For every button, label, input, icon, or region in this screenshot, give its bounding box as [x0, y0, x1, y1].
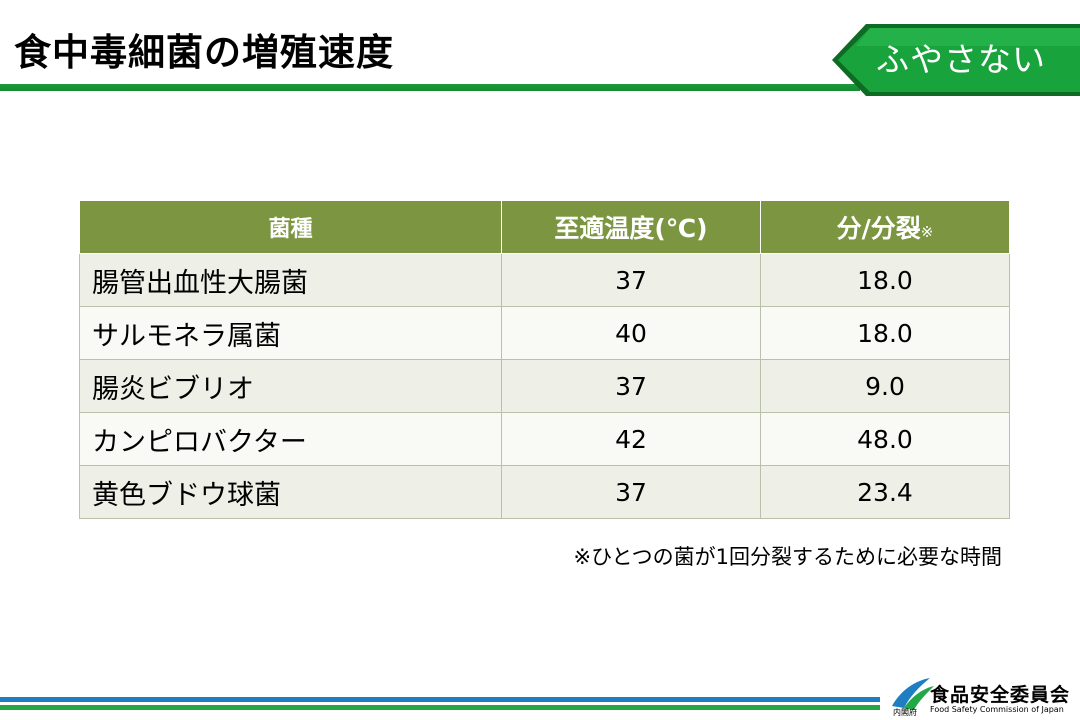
rate-cell: 23.4 — [760, 465, 1010, 519]
species-cell: サルモネラ属菌 — [79, 306, 502, 360]
rate-cell: 9.0 — [760, 359, 1010, 413]
table-row: 腸炎ビブリオ 37 9.0 — [79, 359, 1010, 413]
table-row: 腸管出血性大腸菌 37 18.0 — [79, 253, 1010, 307]
page-title: 食中毒細菌の増殖速度 — [14, 31, 394, 74]
footnote: ※ひとつの菌が1回分裂するために必要な時間 — [573, 545, 1003, 569]
header-footnote-mark: ※ — [920, 223, 934, 241]
species-cell: 腸管出血性大腸菌 — [79, 253, 502, 307]
species-cell: カンピロバクター — [79, 412, 502, 466]
cabinet-office-label: 内閣府 — [893, 708, 917, 717]
bacteria-growth-table: 菌種 至適温度(℃) 分/分裂※ 腸管出血性大腸菌 37 18.0 サルモネラ属… — [79, 200, 1010, 519]
table-row: サルモネラ属菌 40 18.0 — [79, 306, 1010, 360]
footer-blue-stripe — [0, 697, 880, 702]
header-optimal-temp: 至適温度(℃) — [501, 200, 761, 254]
badge-arrow-shape — [832, 24, 1080, 96]
rate-cell: 18.0 — [760, 306, 1010, 360]
organization-english-name: Food Safety Commission of Japan — [930, 705, 1064, 714]
species-cell: 黄色ブドウ球菌 — [79, 465, 502, 519]
temp-cell: 40 — [501, 306, 761, 360]
table-row: 黄色ブドウ球菌 37 23.4 — [79, 465, 1010, 519]
rate-cell: 18.0 — [760, 253, 1010, 307]
temp-cell: 42 — [501, 412, 761, 466]
badge-label: ふやさない — [876, 40, 1046, 79]
temp-cell: 37 — [501, 253, 761, 307]
footer-green-stripe — [0, 705, 880, 710]
header-division-time: 分/分裂※ — [760, 200, 1010, 254]
temp-cell: 37 — [501, 359, 761, 413]
temp-cell: 37 — [501, 465, 761, 519]
organization-name: 食品安全委員会 — [930, 684, 1071, 706]
table-header-row: 菌種 至適温度(℃) 分/分裂※ — [79, 200, 1010, 254]
header-division-time-label: 分/分裂 — [836, 214, 921, 243]
species-cell: 腸炎ビブリオ — [79, 359, 502, 413]
fsc-logo-icon — [892, 678, 934, 710]
category-badge: ふやさない — [832, 24, 1080, 96]
title-underline — [0, 84, 860, 91]
header-species: 菌種 — [79, 200, 502, 254]
table-row: カンピロバクター 42 48.0 — [79, 412, 1010, 466]
rate-cell: 48.0 — [760, 412, 1010, 466]
